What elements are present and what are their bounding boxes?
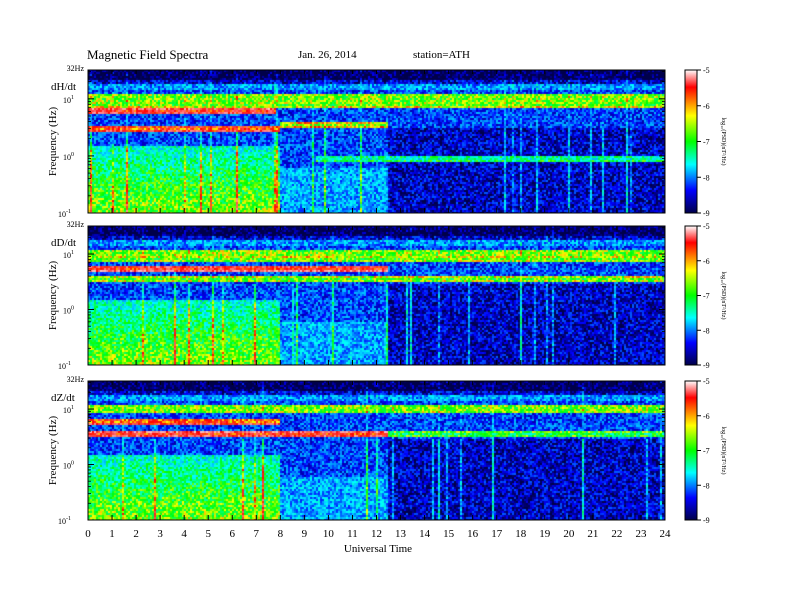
spectrogram-heatmap [88, 70, 665, 213]
x-tick-label: 3 [157, 528, 163, 540]
y-tick-label: 101 [63, 250, 74, 260]
colorbar [684, 69, 698, 214]
y-axis-label: Frequency (Hz) [47, 261, 59, 331]
spectrogram-canvas [88, 381, 665, 520]
y-tick-label: 101 [63, 405, 74, 415]
x-tick-label: 21 [587, 528, 598, 540]
y-tick-label: 100 [63, 306, 74, 316]
top-freq-label: 32Hz [67, 375, 85, 384]
x-tick-label: 13 [395, 528, 407, 540]
colorbar [684, 380, 698, 521]
panel-dh-dt: dH/dt 32Hz 101 100 10-1 Frequency (Hz) -5 -6 -7 -… [47, 64, 727, 219]
colorbar-tick-label: -6 [703, 102, 710, 111]
date-label: Jan. 26, 2014 [298, 49, 357, 61]
colorbar [684, 225, 698, 366]
x-tick-label: 11 [347, 528, 358, 540]
x-tick-label: 18 [515, 528, 527, 540]
x-tick-label: 2 [133, 528, 139, 540]
component-label: dD/dt [51, 237, 76, 249]
x-tick-label: 14 [419, 528, 431, 540]
component-label: dZ/dt [51, 392, 75, 404]
colorbar-label: log₁₀(PSD)(nT²/Hz) [720, 272, 727, 320]
x-tick-label: 23 [635, 528, 647, 540]
x-tick-label: 9 [302, 528, 308, 540]
x-tick-label: 17 [491, 528, 503, 540]
colorbar-tick-label: -8 [703, 173, 710, 182]
top-freq-label: 32Hz [67, 220, 85, 229]
y-tick-label: 101 [63, 95, 74, 105]
colorbar-tick-label: -7 [703, 138, 710, 147]
x-tick-label: 8 [278, 528, 284, 540]
colorbar-tick-label: -5 [703, 222, 710, 231]
spectrogram-heatmap [88, 381, 665, 520]
colorbar-tick-label: -9 [703, 516, 710, 525]
colorbar-tick-label: -7 [703, 447, 710, 456]
x-tick-label: 20 [563, 528, 575, 540]
chart-title: Magnetic Field Spectra [87, 47, 209, 62]
x-tick-label: 15 [443, 528, 455, 540]
x-tick-label: 16 [467, 528, 479, 540]
station-label: station=ATH [413, 49, 470, 61]
colorbar-tick-label: -9 [703, 209, 710, 218]
colorbar-tick-label: -8 [703, 481, 710, 490]
top-freq-label: 32Hz [67, 64, 85, 73]
colorbar-tick-label: -8 [703, 326, 710, 335]
colorbar-label: log₁₀(PSD)(nT²/Hz) [720, 118, 727, 166]
x-axis-label: Universal Time [344, 543, 412, 555]
x-axis: 0 1 2 3 4 5 6 7 8 9 10 11 12 13 14 15 16 17 18 19 20 21 22 23 24 [85, 528, 671, 540]
x-tick-label: 19 [539, 528, 551, 540]
component-label: dH/dt [51, 81, 76, 93]
x-tick-label: 6 [230, 528, 236, 540]
y-axis-label: Frequency (Hz) [47, 416, 59, 486]
colorbar-tick-label: -9 [703, 361, 710, 370]
colorbar-tick-label: -7 [703, 292, 710, 301]
x-tick-label: 10 [323, 528, 335, 540]
colorbar-label: log₁₀(PSD)(nT²/Hz) [720, 427, 727, 475]
colorbar-tick-label: -5 [703, 66, 710, 75]
y-tick-label: 10-1 [58, 209, 71, 219]
x-tick-label: 22 [611, 528, 622, 540]
x-tick-label: 1 [109, 528, 115, 540]
spectrogram-canvas [88, 226, 665, 365]
colorbar-tick-label: -5 [703, 377, 710, 386]
colorbar-tick-label: -6 [703, 257, 710, 266]
panel-dz-dt: dZ/dt 32Hz 101 100 10-1 Frequency (Hz) -5 -6 -7 -… [47, 375, 727, 526]
y-tick-label: 100 [63, 461, 74, 471]
spectrogram-canvas [88, 70, 665, 213]
panel-dd-dt: dD/dt 32Hz 101 100 10-1 Frequency (Hz) -5 -6 -7 -… [47, 220, 727, 371]
y-tick-label: 10-1 [58, 361, 71, 371]
x-tick-label: 24 [660, 528, 672, 540]
x-tick-label: 7 [254, 528, 260, 540]
y-axis-label: Frequency (Hz) [47, 107, 59, 177]
x-tick-label: 12 [371, 528, 382, 540]
x-tick-label: 5 [205, 528, 211, 540]
y-tick-label: 100 [63, 152, 74, 162]
x-tick-label: 4 [181, 528, 187, 540]
y-tick-label: 10-1 [58, 516, 71, 526]
colorbar-tick-label: -6 [703, 412, 710, 421]
x-tick-label: 0 [85, 528, 91, 540]
spectrogram-heatmap [88, 226, 665, 365]
